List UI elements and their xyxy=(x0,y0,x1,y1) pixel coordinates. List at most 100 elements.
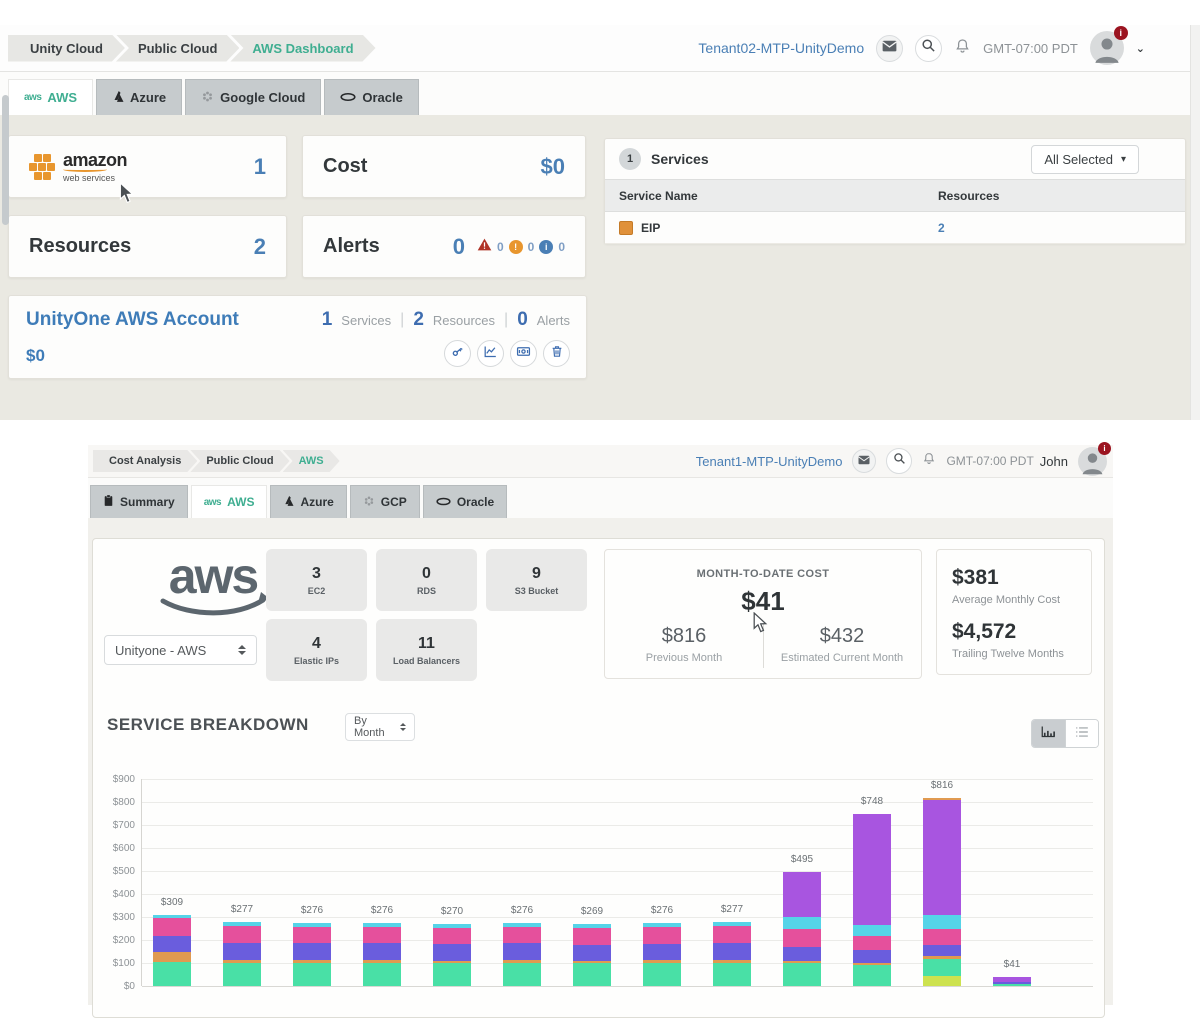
tab-gcp[interactable]: GCP xyxy=(350,485,420,518)
account-select[interactable]: Unityone - AWS xyxy=(104,635,257,665)
billing-button[interactable] xyxy=(510,340,537,367)
chart-view-toggle[interactable] xyxy=(1032,720,1065,747)
bar[interactable] xyxy=(853,814,891,986)
search-button[interactable] xyxy=(886,448,912,474)
bar[interactable] xyxy=(643,923,681,986)
account-card: UnityOne AWS Account $0 1 Services | 2 R… xyxy=(8,295,587,379)
bar-value-label: $41 xyxy=(977,959,1047,970)
provider-card[interactable]: amazon web services 1 xyxy=(8,135,287,198)
resources-card[interactable]: Resources 2 xyxy=(8,215,287,278)
list-view-toggle[interactable] xyxy=(1065,720,1098,747)
delete-button[interactable] xyxy=(543,340,570,367)
breadcrumb-unity-cloud[interactable]: Unity Cloud xyxy=(8,35,125,62)
breadcrumb: Unity Cloud Public Cloud AWS Dashboard xyxy=(8,35,376,62)
mtd-title: MONTH-TO-DATE COST xyxy=(605,568,921,580)
tab-oracle[interactable]: Oracle xyxy=(423,485,507,518)
trailing-twelve-months-value: $4,572 xyxy=(952,620,1091,644)
bar[interactable] xyxy=(223,922,261,986)
bar-segment-mint xyxy=(643,963,681,986)
tab-summary[interactable]: Summary xyxy=(90,485,188,518)
breadcrumb-aws[interactable]: AWS xyxy=(283,450,340,472)
bar-segment-indigo xyxy=(293,943,331,960)
messages-button[interactable] xyxy=(876,35,903,62)
bar[interactable] xyxy=(993,977,1031,986)
tab-azure[interactable]: Azure xyxy=(270,485,346,518)
notifications-bell-icon[interactable] xyxy=(954,37,971,60)
bar-value-label: $276 xyxy=(627,905,697,916)
bar[interactable] xyxy=(923,798,961,986)
tab-oracle[interactable]: Oracle xyxy=(324,79,418,115)
services-panel-title: Services xyxy=(651,151,709,167)
alerts-card[interactable]: Alerts 0 0 ! 0 i 0 xyxy=(302,215,586,278)
period-select[interactable]: By Month xyxy=(345,713,415,741)
clipboard-icon xyxy=(103,494,114,510)
service-resources-link[interactable]: 2 xyxy=(938,221,945,235)
bar-segment-mint xyxy=(923,959,961,976)
bar[interactable] xyxy=(573,924,611,986)
bar-value-label: $816 xyxy=(907,780,977,791)
bar[interactable] xyxy=(783,872,821,986)
tab-google-cloud[interactable]: Google Cloud xyxy=(185,79,321,115)
bar-value-label: $276 xyxy=(487,905,557,916)
bar[interactable] xyxy=(153,915,191,986)
warning-alert-count: 0 xyxy=(528,240,535,254)
y-tick-label: $100 xyxy=(93,958,135,969)
aws-cost-card: aws Unityone - AWS 3EC2 0RDS 9S3 Bucket xyxy=(92,538,1105,1018)
user-avatar[interactable]: i xyxy=(1090,31,1124,65)
account-cost: $0 xyxy=(26,346,45,366)
table-row[interactable]: EIP 2 xyxy=(605,212,1185,244)
cost-card[interactable]: Cost $0 xyxy=(302,135,586,198)
account-services-count: 1 xyxy=(322,309,333,331)
services-filter-dropdown[interactable]: All Selected ▾ xyxy=(1031,145,1139,174)
bar-value-label: $270 xyxy=(417,906,487,917)
bar-segment-indigo xyxy=(363,943,401,960)
bar-value-label: $277 xyxy=(207,904,277,915)
tile-elastic-ips[interactable]: 4Elastic IPs xyxy=(266,619,367,681)
top-header: Unity Cloud Public Cloud AWS Dashboard T… xyxy=(0,25,1200,72)
chevron-down-icon[interactable]: ⌄ xyxy=(1136,42,1145,55)
breadcrumb-cost-analysis[interactable]: Cost Analysis xyxy=(93,450,197,472)
credentials-button[interactable] xyxy=(444,340,471,367)
bar[interactable] xyxy=(433,924,471,986)
envelope-icon xyxy=(858,452,870,470)
user-avatar[interactable]: i xyxy=(1078,447,1107,476)
tile-load-balancers[interactable]: 11Load Balancers xyxy=(376,619,477,681)
cloud-tabs-row: aws AWS Azure Google Cloud Oracle xyxy=(0,72,1200,115)
services-panel: 1 Services All Selected ▾ Service Name R… xyxy=(604,138,1186,244)
tile-s3-bucket[interactable]: 9S3 Bucket xyxy=(486,549,587,611)
chart-button[interactable] xyxy=(477,340,504,367)
bar-segment-pink xyxy=(923,929,961,945)
messages-button[interactable] xyxy=(852,449,876,473)
bar[interactable] xyxy=(503,923,541,986)
tenant-name[interactable]: Tenant02-MTP-UnityDemo xyxy=(698,40,864,56)
tile-rds[interactable]: 0RDS xyxy=(376,549,477,611)
bar[interactable] xyxy=(363,923,401,986)
breadcrumb-public-cloud[interactable]: Public Cloud xyxy=(116,35,239,62)
bar[interactable] xyxy=(293,923,331,986)
tab-azure[interactable]: Azure xyxy=(96,79,182,115)
alerts-value: 0 xyxy=(453,234,465,260)
breadcrumb-aws-dashboard[interactable]: AWS Dashboard xyxy=(230,35,375,62)
tenant-name[interactable]: Tenant1-MTP-UnityDemo xyxy=(696,454,843,469)
scrollbar-thumb[interactable] xyxy=(2,95,9,225)
breadcrumb-public-cloud[interactable]: Public Cloud xyxy=(190,450,289,472)
scrollbar-track[interactable] xyxy=(1190,25,1200,420)
account-title[interactable]: UnityOne AWS Account xyxy=(26,309,239,331)
view-toggle-group xyxy=(1031,719,1099,748)
tile-ec2[interactable]: 3EC2 xyxy=(266,549,367,611)
account-alerts-count: 0 xyxy=(517,309,528,331)
bar-value-label: $276 xyxy=(277,905,347,916)
cost-analysis-content: aws Unityone - AWS 3EC2 0RDS 9S3 Bucket xyxy=(88,518,1113,1005)
previous-month-label: Previous Month xyxy=(605,652,763,664)
tab-aws[interactable]: aws AWS xyxy=(191,485,268,518)
bar-segment-indigo xyxy=(153,936,191,953)
services-table-header: Service Name Resources xyxy=(605,179,1185,212)
previous-month-value: $816 xyxy=(605,625,763,648)
notifications-bell-icon[interactable] xyxy=(922,451,936,471)
cost-analysis-screenshot: Cost Analysis Public Cloud AWS Tenant1-M… xyxy=(88,445,1113,1005)
y-tick-label: $400 xyxy=(93,889,135,900)
bar-segment-pink xyxy=(853,936,891,950)
tab-aws[interactable]: aws AWS xyxy=(8,79,93,115)
bar[interactable] xyxy=(713,922,751,986)
search-button[interactable] xyxy=(915,35,942,62)
